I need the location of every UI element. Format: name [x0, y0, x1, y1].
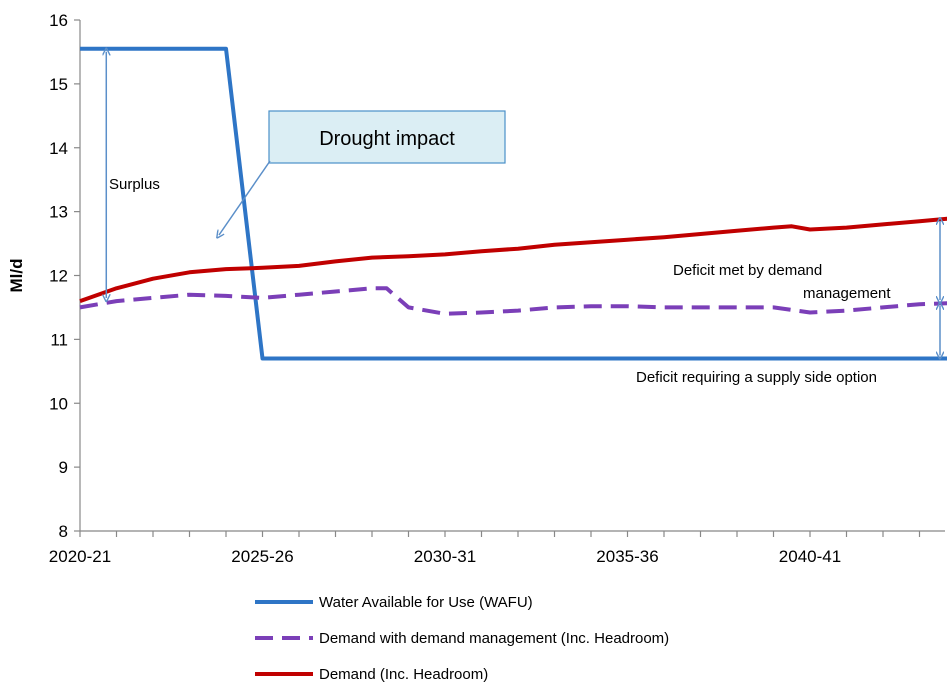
annotation-layer: Drought impact Surplus Deficit met by de…: [106, 52, 940, 386]
x-tick-label: 2040-41: [779, 547, 841, 566]
y-tick-label: 15: [49, 75, 68, 94]
y-tick-label: 8: [59, 522, 68, 541]
deficit-demand-label-line2: management: [803, 285, 891, 302]
series-line-demand-management: [79, 286, 947, 316]
y-tick-label: 11: [50, 330, 68, 349]
y-tick-label: 10: [49, 394, 68, 413]
deficit-supply-label: Deficit requiring a supply side option: [636, 369, 877, 386]
y-axis: 8 9 10 11 12 13 14 15 16: [49, 11, 81, 541]
x-tick-label: 2025-26: [231, 547, 293, 566]
series-line-wafu: [80, 46, 947, 361]
y-axis-label: Ml/d: [7, 259, 26, 293]
legend-label: Demand with demand management (Inc. Head…: [319, 630, 669, 647]
x-axis: 2020-21 2025-26 2030-31 2035-36 2040-41: [49, 530, 945, 566]
drought-impact-arrow: [219, 160, 271, 235]
y-tick-label: 12: [49, 267, 68, 286]
deficit-demand-label-line1: Deficit met by demand: [673, 262, 822, 279]
x-tick-label: 2030-31: [414, 547, 476, 566]
series-layer: [79, 46, 947, 361]
y-tick-label: 9: [59, 458, 68, 477]
legend: Water Available for Use (WAFU) Demand wit…: [255, 594, 669, 683]
x-tick-label: 2035-36: [596, 547, 658, 566]
surplus-label: Surplus: [109, 176, 160, 193]
legend-label: Water Available for Use (WAFU): [319, 594, 533, 611]
y-tick-label: 16: [49, 11, 68, 30]
drought-impact-callout-text: Drought impact: [319, 128, 455, 150]
series-line-demand: [79, 216, 947, 303]
y-tick-label: 14: [49, 139, 68, 158]
legend-label: Demand (Inc. Headroom): [319, 666, 488, 683]
y-tick-label: 13: [49, 203, 68, 222]
x-tick-label: 2020-21: [49, 547, 111, 566]
drought-impact-callout-box: [268, 110, 506, 164]
